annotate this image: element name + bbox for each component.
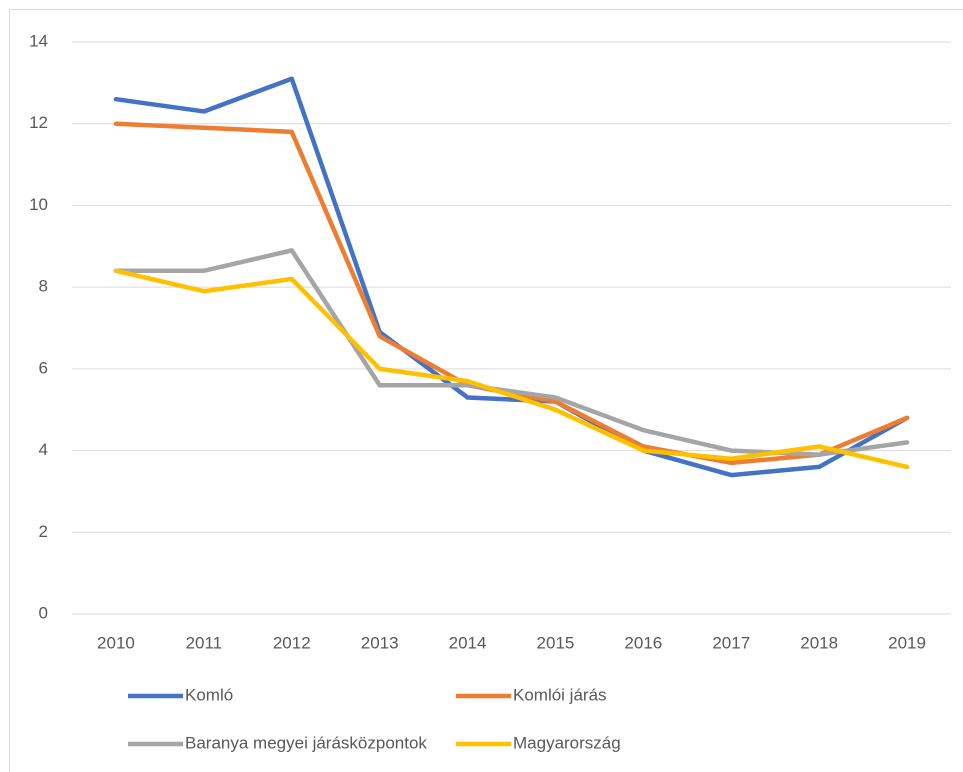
y-tick-label: 0	[39, 603, 48, 622]
x-tick-label: 2016	[624, 633, 662, 652]
series-line	[113, 76, 910, 478]
legend-label: Komló	[185, 685, 233, 704]
x-tick-label: 2018	[800, 633, 838, 652]
x-tick-label: 2019	[888, 633, 926, 652]
legend-label: Baranya megyei járásközpontok	[185, 733, 427, 752]
y-tick-label: 2	[39, 522, 48, 541]
x-tick-label: 2011	[186, 633, 223, 652]
legend-label: Magyarország	[513, 733, 621, 752]
x-tick-label: 2013	[361, 633, 399, 652]
y-tick-label: 6	[39, 358, 48, 377]
series-line	[113, 121, 910, 466]
x-tick-label: 2014	[449, 633, 487, 652]
series-line	[113, 268, 910, 470]
legend-label: Komlói járás	[513, 685, 607, 704]
x-tick-label: 2010	[97, 633, 135, 652]
series-line	[113, 248, 910, 457]
y-tick-label: 10	[29, 195, 48, 214]
chart-border	[9, 9, 963, 772]
y-tick-label: 4	[39, 440, 48, 459]
y-tick-label: 12	[29, 113, 48, 132]
x-tick-label: 2017	[712, 633, 750, 652]
y-tick-label: 14	[29, 31, 48, 50]
y-tick-label: 8	[39, 277, 48, 296]
x-tick-label: 2015	[537, 633, 575, 652]
x-tick-label: 2012	[273, 633, 311, 652]
